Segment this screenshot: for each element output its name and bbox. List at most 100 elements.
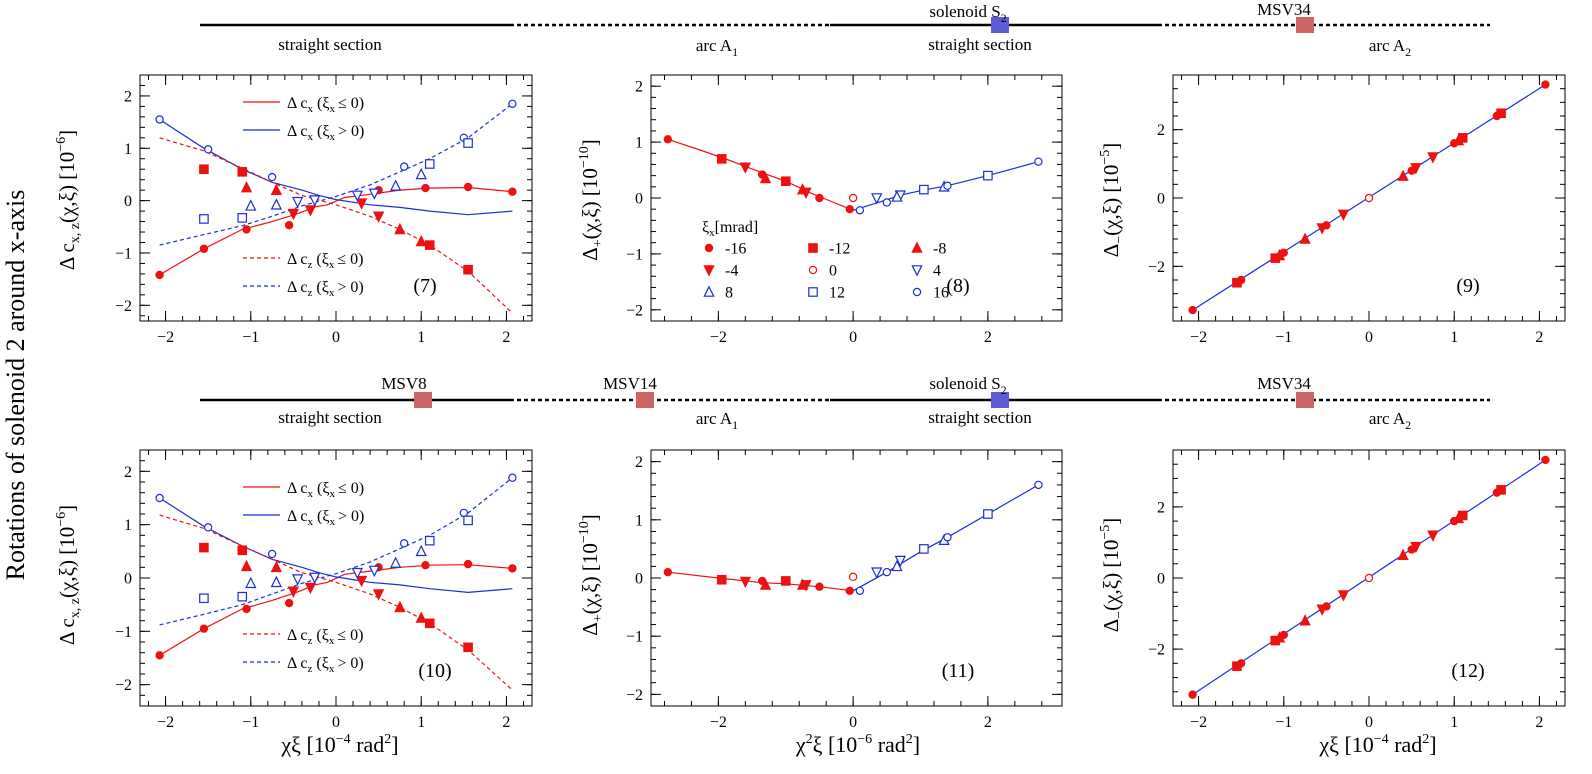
- data-point-red-tri_down: [287, 208, 300, 221]
- legend-entry: Δ cz (ξx ≤ 0): [287, 627, 363, 647]
- series-line-2: [159, 137, 513, 314]
- label-arc-a2-mid: arc A2: [1369, 409, 1411, 432]
- series-line-0: [667, 571, 854, 592]
- xlabel-p10: χξ [10−4 rad2]: [280, 732, 398, 757]
- legend-main: Δ c: [287, 251, 308, 268]
- data-point-blue-circle: [943, 181, 952, 190]
- data-point-blue-tri_down: [309, 572, 321, 585]
- y-tick-label: 1: [124, 517, 132, 534]
- data-point-red-square: [199, 164, 209, 175]
- data-point-red-circle: [508, 187, 517, 196]
- legend-entry: Δ cx (ξx > 0): [287, 508, 364, 528]
- label-arc-a2-mid-sub: 2: [1405, 418, 1411, 432]
- legend-xi-marker: [911, 265, 923, 277]
- series-line-1: [159, 118, 513, 216]
- ylabel-p10: Δ cx, z(χ,ξ) [10−6]: [54, 505, 83, 645]
- data-point-red-tri_up: [759, 171, 772, 184]
- legend-entry: Δ cx (ξx > 0): [287, 123, 364, 143]
- x-tick-label: −2: [157, 329, 174, 346]
- xlabel-p10-tail: rad: [351, 732, 385, 757]
- legend-sub: x: [308, 131, 314, 143]
- label-arc-a1-mid-main: arc A: [696, 409, 733, 428]
- legend-cond: ≤ 0): [338, 95, 364, 112]
- data-point-red-square: [780, 576, 791, 586]
- label-msv14: MSV14: [603, 374, 657, 393]
- label-solenoid-mid-main: solenoid S: [929, 374, 1000, 393]
- y-tick-label: −2: [115, 677, 132, 694]
- x-tick-label: 0: [332, 714, 340, 731]
- ylabel-p9-main: Δ: [1099, 244, 1123, 258]
- data-point-red-circle: [421, 561, 430, 570]
- data-point-red-tri_down: [1410, 163, 1422, 175]
- legend-cond-sub: x: [329, 635, 335, 647]
- data-point-red-circle: [845, 204, 854, 214]
- x-tick-label: −2: [157, 714, 174, 731]
- data-point-blue-tri_down: [351, 190, 363, 202]
- legend-sub: x: [308, 516, 314, 528]
- ylabel-p8-main: Δ: [578, 247, 602, 261]
- data-point-blue-tri_down: [291, 196, 304, 209]
- data-point-blue-square: [983, 170, 993, 181]
- series-line-1: [852, 484, 1039, 592]
- legend-sub: z: [308, 259, 313, 271]
- data-point-red-tri_down: [372, 211, 385, 223]
- label-msv34-mid: MSV34: [1257, 374, 1311, 393]
- y-tick-label: −2: [1148, 642, 1165, 659]
- data-point-red-circle: [663, 567, 673, 577]
- data-point-blue-tri_down: [871, 567, 883, 579]
- data-point-red-tri_down: [372, 589, 385, 601]
- data-point-blue-tri_down: [871, 193, 883, 205]
- legend-cond-open: (ξ: [316, 627, 328, 644]
- legend-xi-label: 12: [829, 285, 845, 302]
- y-tick-label: −1: [115, 624, 132, 641]
- chart-panel-12: −2 −1 0 1 2 −2 0 2 (12): [1148, 449, 1566, 731]
- label-solenoid-mid-sub: 2: [1001, 383, 1007, 397]
- ylabel-p11-sub: +: [591, 614, 606, 622]
- legend-main: Δ c: [287, 279, 308, 296]
- x-tick-label: −2: [710, 329, 727, 346]
- data-point-blue-circle: [882, 198, 892, 207]
- xlabel-p11-close: ]: [913, 732, 920, 757]
- data-point-red-circle: [242, 225, 251, 234]
- legend-cond-open: (ξ: [316, 251, 328, 268]
- legend-xi-label: 8: [725, 285, 733, 302]
- label-straight-section-mid-1: straight section: [278, 408, 382, 427]
- data-point-red-tri_up: [240, 180, 253, 193]
- data-point-red-tri_up: [270, 560, 283, 573]
- legend-cond-open: (ξ: [317, 480, 329, 497]
- legend-xi-label: -4: [725, 263, 738, 280]
- legend-entry: Δ cz (ξx > 0): [287, 279, 364, 299]
- xlabel-p12-close: ]: [1429, 732, 1436, 757]
- data-point-red-circle: [463, 559, 473, 569]
- data-point-blue-circle: [508, 473, 517, 482]
- data-point-red-tri_up: [270, 183, 283, 195]
- data-point-red-tri_up: [759, 578, 772, 590]
- legend-cond-sub: x: [329, 103, 335, 115]
- data-point-red-tri_up: [1397, 169, 1409, 181]
- xlabel-p12-main: χξ [10: [1318, 732, 1373, 757]
- data-point-red-tri_down: [1316, 223, 1328, 235]
- x-tick-label: 0: [849, 714, 857, 731]
- legend-cond-open: (ξ: [316, 279, 328, 296]
- xlabel-p10-main: χξ [10: [280, 732, 335, 757]
- data-point-blue-tri_up: [415, 167, 427, 180]
- data-point-red-tri_down: [1427, 152, 1439, 164]
- data-point-red-tri_down: [1410, 541, 1422, 554]
- legend-main: Δ c: [287, 627, 308, 644]
- legend-main: Δ c: [287, 480, 308, 497]
- series-line-0: [159, 564, 513, 656]
- legend-xi-title: ξx[mrad]: [702, 219, 758, 239]
- data-point-blue-square: [237, 213, 248, 223]
- legend-cond-sub: x: [329, 259, 335, 271]
- legend-main: Δ c: [287, 123, 308, 140]
- x-tick-label: −1: [242, 329, 259, 346]
- legend-xi-title-main: ξ: [702, 219, 709, 236]
- data-point-red-tri_down: [1427, 530, 1439, 542]
- x-tick-label: 0: [1365, 329, 1373, 346]
- data-point-red-tri_down: [355, 575, 368, 588]
- series-line-0: [159, 186, 513, 276]
- ylabel-p7-sub: x, z: [68, 223, 83, 243]
- data-point-blue-circle: [155, 115, 164, 124]
- legend-xi-marker: [911, 241, 923, 253]
- y-tick-label: −1: [626, 246, 643, 263]
